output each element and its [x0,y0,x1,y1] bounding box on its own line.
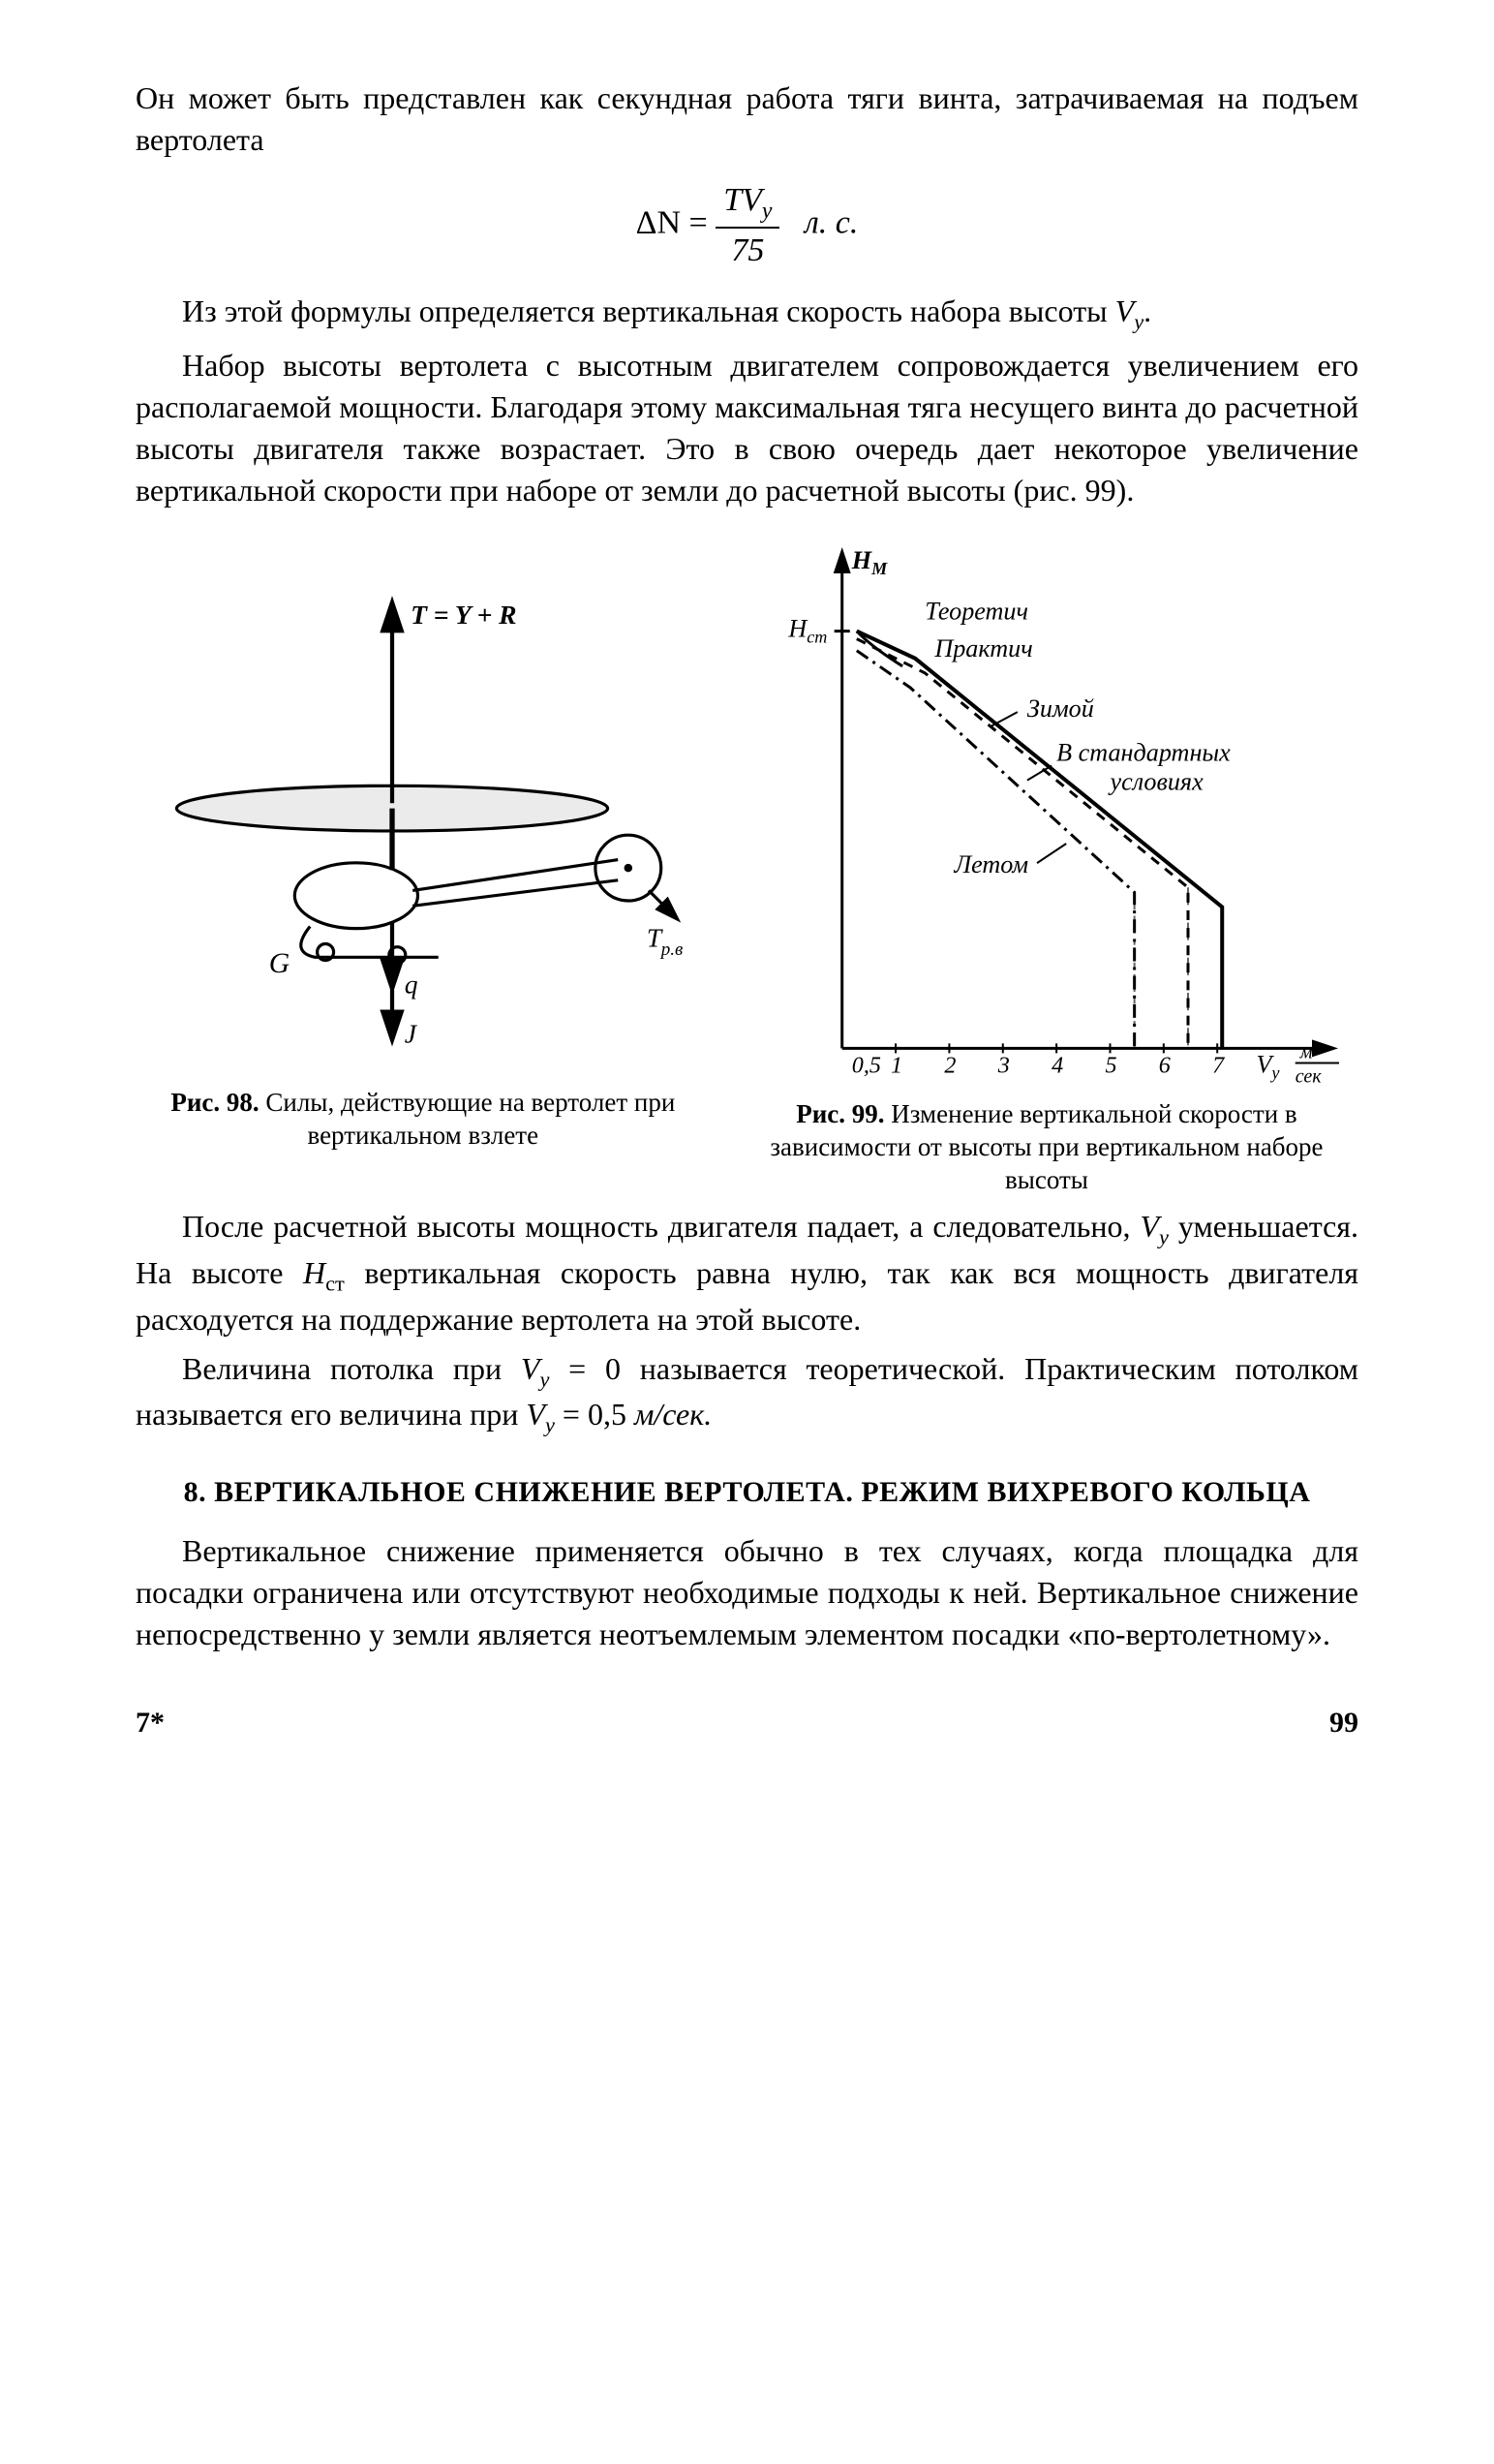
formula-den: 75 [716,229,779,273]
figure-row: T = Y + R T р.в G q J Рис. 98. Силы, дей… [136,541,1358,1197]
section-8-title: 8. ВЕРТИКАЛЬНОЕ СНИЖЕНИЕ ВЕРТОЛЕТА. РЕЖИ… [136,1473,1358,1513]
formula-eq: = [689,205,708,241]
fig99-xunits-den: сек [1296,1065,1323,1087]
p5-v1sub: y [539,1367,549,1391]
fig98-trv-sub: р.в [659,939,684,960]
formula-num-sub: y [762,199,773,224]
fig99-tick-2: 2 [944,1052,956,1078]
fig98-cap-bold: Рис. 98. [170,1088,259,1117]
page-number: 99 [1329,1704,1358,1743]
paragraph-2: Из этой формулы определяется вертикальна… [136,291,1358,337]
paragraph-3: Набор высоты вертолета с высотным двигат… [136,345,1358,512]
formula-delta-n: ΔN = TVy 75 л. с. [136,178,1358,273]
fig99-winter: Зимой [1027,694,1094,723]
p2-sub: y [1134,310,1143,334]
page-footer: 7* 99 [136,1704,1358,1743]
paragraph-6: Вертикальное снижение применяется обычно… [136,1530,1358,1656]
figure-99: HМ Hст Теоретич [735,541,1358,1197]
formula-num: TV [723,182,762,218]
p5-a: Величина потолка при [182,1351,521,1386]
fig99-tick-0: 0,5 [852,1052,881,1078]
fig99-tick-5: 5 [1105,1052,1116,1078]
formula-lhs: ΔN [636,205,681,241]
figure-98-caption: Рис. 98. Силы, действующие на вертолет п… [136,1087,711,1153]
p5-units: м/сек. [634,1397,712,1432]
fig99-summer: Летом [953,850,1028,878]
paragraph-4: После расчетной высоты мощность двигател… [136,1206,1358,1340]
fig99-tick-7: 7 [1212,1052,1225,1078]
page: Он может быть представлен как секундная … [0,0,1494,1802]
p4-a: После расчетной высоты мощность двигател… [182,1209,1140,1244]
svg-text:HМ: HМ [851,546,888,578]
fig99-tick-1: 1 [891,1052,902,1078]
fig98-g: G [269,948,290,979]
fig98-cap-rest: Силы, действующие на вертолет при вертик… [259,1088,676,1150]
fig99-yaxis: H [851,546,873,574]
fig98-q: q [405,969,418,999]
p5-v2sub: y [545,1413,555,1437]
p2-symbol: V [1115,293,1135,328]
figure-98: T = Y + R T р.в G q J Рис. 98. Силы, дей… [136,541,711,1153]
p5-v1: V [521,1351,540,1386]
paragraph-5: Величина потолка при Vy = 0 называется т… [136,1348,1358,1440]
p5-v2: V [526,1397,545,1432]
figure-99-svg: HМ Hст Теоретич [735,541,1358,1088]
fig99-tick-4: 4 [1052,1052,1063,1078]
p2-text: Из этой формулы определяется вертикальна… [182,293,1115,328]
p2-end: . [1143,293,1151,328]
footer-signature: 7* [136,1704,165,1743]
fig99-xlabel-sub: y [1269,1063,1280,1082]
figure-98-svg: T = Y + R T р.в G q J [136,541,711,1075]
fig98-vec-label: T = Y + R [411,599,516,629]
figure-99-caption: Рис. 99. Изменение вертикальной скорости… [735,1098,1358,1196]
formula-fraction: TVy 75 [716,178,779,273]
fig99-std2: условиях [1107,767,1204,795]
p4-h: H [303,1255,325,1290]
fig98-j: J [405,1018,418,1048]
fig99-std1: В стандартных [1056,738,1231,766]
p4-hsub: ст [325,1271,345,1295]
fig99-tick-3: 3 [997,1052,1010,1078]
p4-v: V [1140,1209,1159,1244]
p4-vsub: y [1159,1225,1169,1249]
fig99-hst-sub: ст [807,627,827,646]
fig99-tick-6: 6 [1159,1052,1171,1078]
fig99-theor: Теоретич [925,597,1028,625]
paragraph-1: Он может быть представлен как секундная … [136,77,1358,161]
fig99-cap-bold: Рис. 99. [796,1099,884,1128]
fig99-xunits-num: м [1299,1041,1313,1063]
p5-eq05: = 0,5 [555,1397,634,1432]
svg-text:Hст: Hст [787,614,827,646]
fig99-pract: Практич [933,633,1032,662]
fig99-hst: H [787,614,808,642]
svg-text:Vy: Vy [1256,1050,1280,1082]
fig99-yaxis-sub: М [870,559,888,578]
formula-units: л. с. [805,205,858,241]
